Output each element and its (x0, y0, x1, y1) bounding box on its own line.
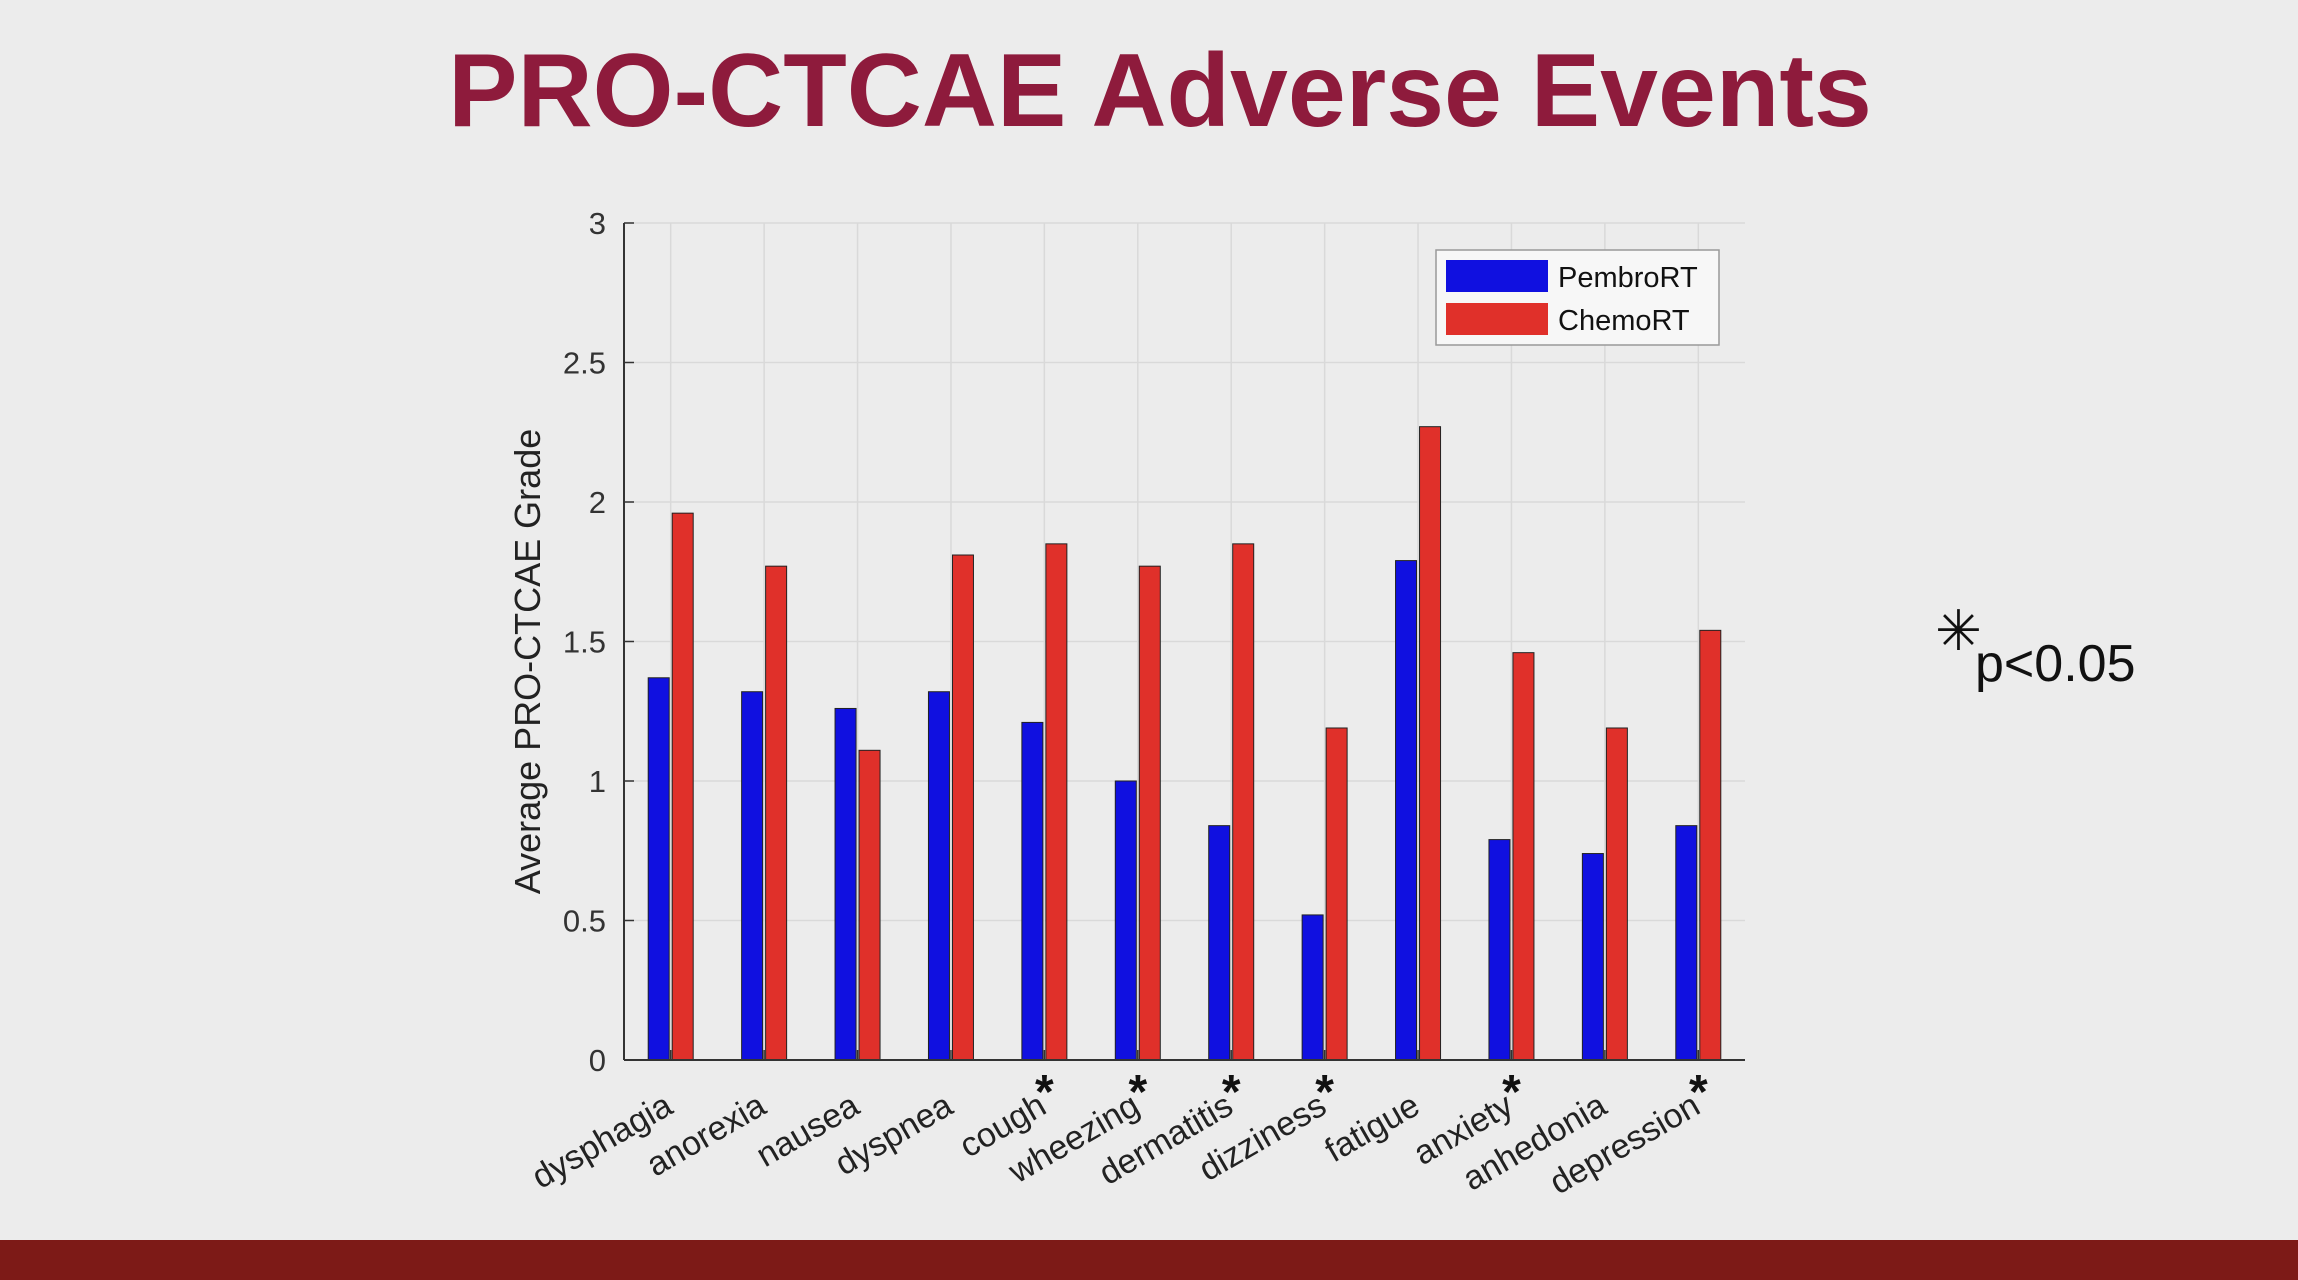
bar-chemort-anhedonia (1605, 727, 1628, 1061)
x-tick-label-fatigue: fatigue (1319, 1086, 1426, 1170)
bar-pembrort-dyspnea (927, 691, 950, 1061)
bar-pembrort-fatigue (1395, 560, 1418, 1061)
bar-pembrort-dermatitis (1208, 825, 1231, 1061)
significance-marker-wheezing: * (1128, 1066, 1147, 1119)
y-tick-label: 0.5 (563, 904, 606, 939)
bar-pembrort-dysphagia (647, 677, 670, 1061)
y-tick-label: 1.5 (563, 625, 606, 660)
significance-marker-cough: * (1035, 1066, 1054, 1119)
y-tick-label: 2.5 (563, 346, 606, 381)
bar-chemort-depression (1699, 629, 1722, 1061)
footer-bar (0, 1240, 2298, 1280)
legend-label-pembrort: PembroRT (1558, 262, 1698, 294)
y-tick-label: 1 (589, 764, 606, 799)
bar-pembrort-anorexia (741, 691, 764, 1061)
bar-pembrort-nausea (834, 707, 857, 1061)
bar-chemort-nausea (858, 749, 881, 1061)
chart-axes (623, 222, 1745, 1061)
significance-marker-depression: * (1689, 1066, 1708, 1119)
chart-legend: PembroRT ChemoRT (1435, 249, 1720, 346)
bar-pembrort-cough (1021, 721, 1044, 1061)
y-axis-label: Average PRO-CTCAE Grade (507, 429, 548, 895)
significance-text: p<0.05 (1975, 635, 2136, 693)
chart-gridlines (624, 222, 1745, 1060)
bar-chemort-anxiety (1512, 652, 1535, 1061)
bar-pembrort-anhedonia (1581, 853, 1604, 1061)
y-tick-label: 2 (589, 485, 606, 520)
asterisk-icon: ✳ (1935, 599, 1982, 662)
y-tick-label: 0 (589, 1043, 606, 1078)
significance-marker-anxiety: * (1502, 1066, 1521, 1119)
bar-pembrort-dizziness (1301, 914, 1324, 1061)
bar-pembrort-depression (1675, 825, 1698, 1061)
bar-chemort-wheezing (1138, 565, 1161, 1061)
bar-pembrort-anxiety (1488, 839, 1511, 1061)
significance-marker-dermatitis: * (1222, 1066, 1241, 1119)
bar-chemort-dyspnea (951, 554, 974, 1061)
legend-swatch-pembrort (1446, 260, 1548, 292)
legend-label-chemort: ChemoRT (1558, 305, 1690, 337)
chart-bars (647, 426, 1722, 1061)
bar-pembrort-wheezing (1114, 780, 1137, 1061)
bar-chemort-dermatitis (1232, 543, 1255, 1061)
bar-chemort-fatigue (1419, 426, 1442, 1061)
bar-chemort-anorexia (765, 565, 788, 1061)
bar-chemort-cough (1045, 543, 1068, 1061)
bar-chemort-dysphagia (671, 512, 694, 1061)
significance-marker-dizziness: * (1315, 1066, 1334, 1119)
bar-chemort-dizziness (1325, 727, 1348, 1061)
page-title: PRO-CTCAE Adverse Events (448, 33, 1872, 149)
y-tick-label: 3 (589, 206, 606, 241)
legend-swatch-chemort (1446, 303, 1548, 335)
